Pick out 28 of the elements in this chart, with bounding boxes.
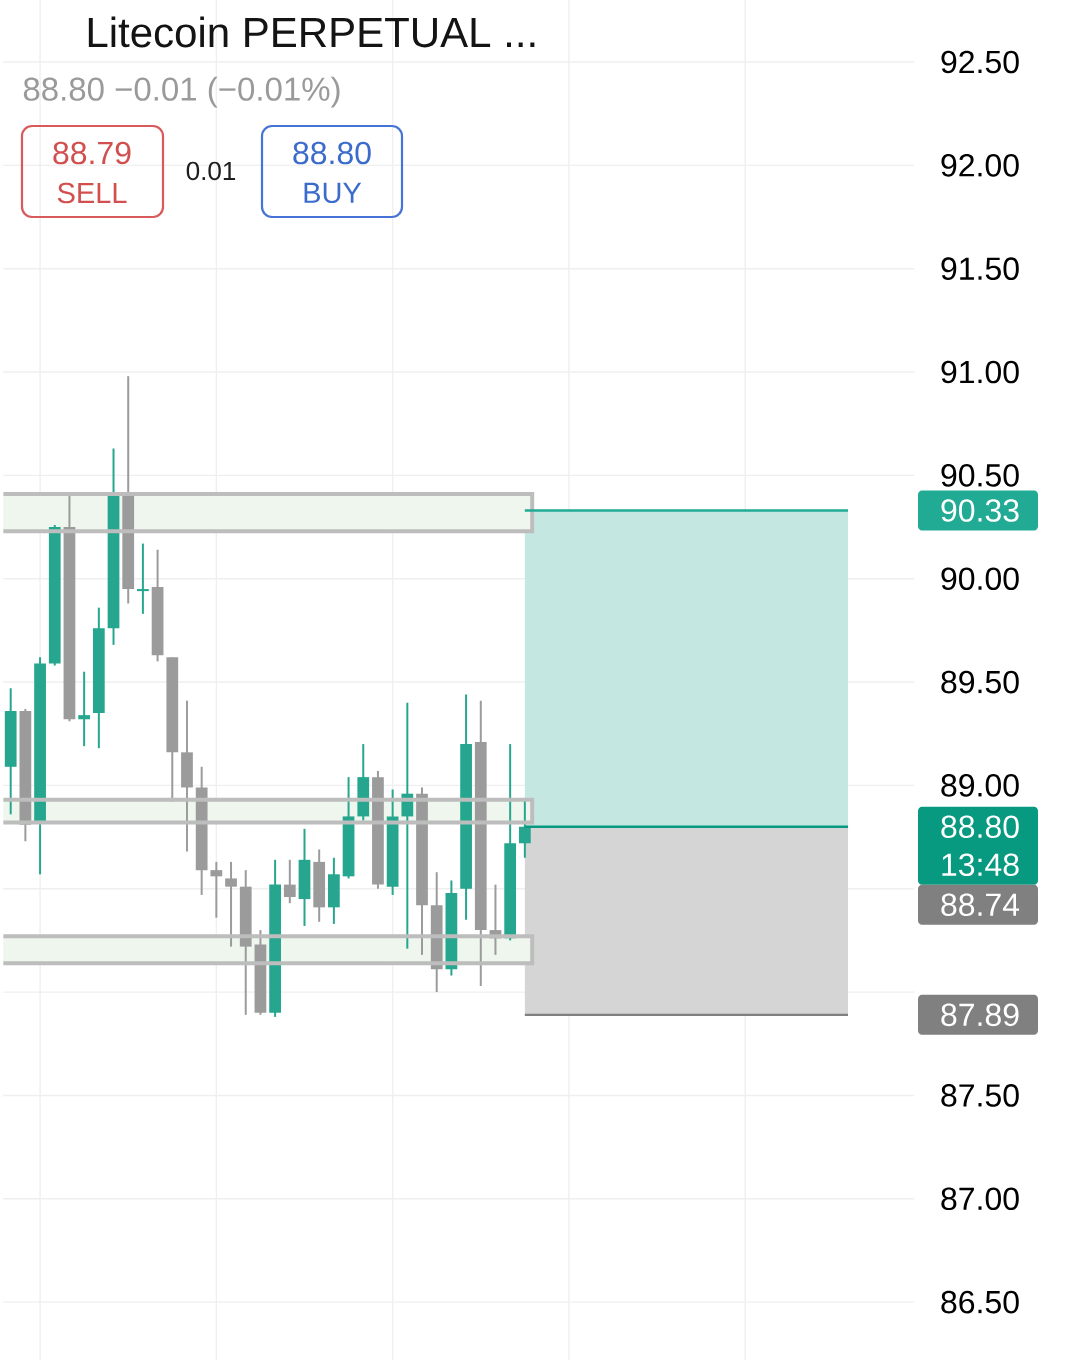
y-tick-label: 86.50 [941, 1290, 1019, 1314]
candlestick [210, 860, 223, 919]
candlestick [225, 860, 237, 948]
candlestick [137, 542, 149, 615]
ref-line-label: 90.33 [941, 499, 1019, 522]
y-tick-label: 90.50 [941, 464, 1019, 487]
text: 13:48 [942, 853, 1019, 877]
y-tick-label: 91.50 [941, 257, 1019, 281]
annotation: SELL [57, 182, 127, 204]
annotation: BUY [304, 182, 362, 204]
annotation: 0.01 [186, 161, 236, 181]
y-tick-label: 92.50 [941, 50, 1019, 74]
ref-line-label: 87.89 [941, 1003, 1019, 1027]
y-tick-label: 92.00 [941, 154, 1019, 177]
text: 88.80 −0.01 (−0.01%) [23, 76, 340, 108]
text: 88.74 [941, 893, 1020, 917]
y-tick-label: 87.50 [941, 1084, 1019, 1107]
candlestick [78, 670, 91, 748]
annotation: 88.80 [293, 141, 371, 165]
y-tick-label: 89.50 [941, 670, 1019, 694]
y-tick-label: 87.00 [941, 1187, 1019, 1211]
y-tick-label: 90.00 [941, 567, 1019, 591]
y-tick-label: 89.00 [941, 774, 1019, 797]
ref-line-label: 88.80 [941, 815, 1019, 839]
annotation: 88.79 [53, 141, 131, 165]
candlestick [283, 858, 296, 905]
chart-title: Litecoin PERPETUAL ... [88, 16, 535, 48]
y-tick-label: 91.00 [941, 360, 1019, 384]
